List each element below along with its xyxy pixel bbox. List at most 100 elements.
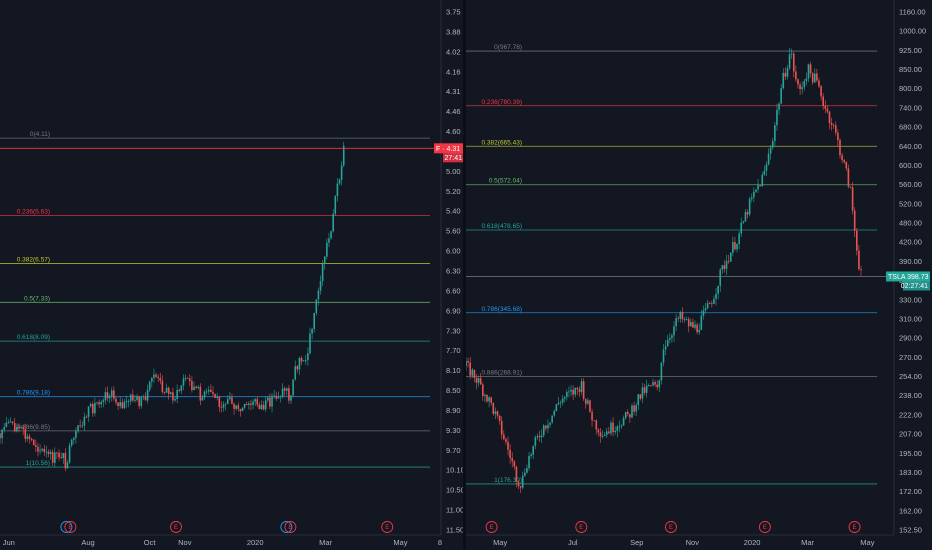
candle-body	[776, 109, 778, 126]
earnings-marker[interactable]	[381, 521, 394, 533]
candle-body	[163, 391, 166, 393]
candle-body	[692, 322, 694, 328]
candle-body	[66, 462, 69, 469]
candle-body	[32, 440, 35, 446]
dividend-marker[interactable]	[60, 521, 73, 533]
candle-body	[511, 458, 514, 462]
candle-body	[702, 310, 705, 316]
y-tick-label-right: 270.00	[899, 353, 922, 362]
candle-body	[60, 457, 62, 459]
candle-body	[576, 387, 579, 390]
candle-body	[193, 386, 195, 391]
candle-body	[151, 377, 153, 382]
candle-body	[673, 326, 675, 336]
earnings-marker-label: E	[68, 525, 72, 531]
candle-body	[115, 398, 117, 403]
candle-body	[54, 452, 56, 463]
candle-body	[671, 335, 673, 339]
candle-body	[660, 362, 663, 381]
dividend-marker[interactable]	[280, 521, 293, 533]
candle-body	[281, 388, 284, 397]
earnings-marker[interactable]	[284, 521, 297, 533]
y-tick-label-right: 238.00	[899, 391, 922, 400]
candle-body	[43, 448, 46, 453]
earnings-marker[interactable]	[665, 521, 677, 533]
candle-body	[159, 377, 162, 381]
candle-body	[858, 250, 860, 270]
y-tick-label-left: 11.50	[446, 526, 464, 535]
candle-body	[9, 421, 12, 423]
candle-body	[292, 379, 294, 396]
earnings-marker[interactable]	[575, 521, 588, 533]
candle-body	[610, 422, 612, 434]
candle-body	[566, 392, 568, 397]
candle-body	[5, 422, 8, 427]
candle-body	[755, 189, 757, 192]
candle-body	[696, 324, 698, 333]
candle-body	[155, 374, 157, 377]
x-tick-label-left: Mar	[319, 538, 332, 547]
x-tick-label-left: Aug	[81, 538, 94, 547]
candle-body	[77, 425, 79, 432]
y-tick-label-right: 290.00	[899, 334, 922, 343]
candle-body	[148, 381, 151, 390]
y-tick-label-right: 254.00	[899, 372, 922, 381]
candle-body	[235, 405, 237, 409]
earnings-marker-label: E	[669, 525, 673, 531]
candle-body	[767, 153, 770, 165]
y-tick-label-left: 3.88	[446, 27, 461, 36]
fib-level-label: 0.618(478.65)	[482, 223, 522, 230]
earnings-marker[interactable]	[848, 521, 861, 533]
y-tick-label-left: 8.90	[446, 406, 461, 415]
candle-body	[679, 312, 682, 319]
candle-body	[748, 198, 751, 215]
countdown-label: 02:27:41	[901, 283, 928, 290]
y-tick-label-right: 800.00	[899, 84, 922, 93]
x-tick-label-right: Nov	[686, 538, 700, 547]
candle-body	[340, 165, 343, 180]
candle-body	[243, 404, 246, 408]
candle-body	[123, 401, 126, 409]
candle-body	[26, 436, 29, 439]
candle-body	[774, 125, 776, 141]
candle-body	[786, 68, 789, 77]
earnings-marker[interactable]	[758, 521, 771, 533]
candle-body	[778, 103, 780, 110]
x-tick-label-right: 2020	[744, 538, 761, 547]
candle-body	[589, 400, 591, 412]
y-tick-label-left: 3.75	[446, 8, 461, 17]
earnings-marker[interactable]	[485, 521, 498, 533]
candle-body	[203, 391, 206, 398]
candle-body	[248, 403, 250, 405]
earnings-marker-label: E	[490, 525, 494, 531]
earnings-marker[interactable]	[170, 521, 182, 533]
earnings-marker[interactable]	[64, 521, 77, 533]
candle-body	[757, 185, 759, 190]
candle-body	[843, 160, 845, 162]
earnings-marker-label: E	[174, 525, 178, 531]
candle-body	[482, 384, 484, 397]
candle-body	[742, 221, 745, 223]
candle-body	[336, 183, 339, 197]
fib-level-label: 0.382(665.43)	[482, 139, 522, 146]
candle-body	[210, 389, 212, 393]
candle-body	[469, 362, 472, 376]
candle-body	[300, 357, 303, 362]
candle-body	[763, 170, 766, 175]
candle-body	[307, 353, 309, 361]
candle-body	[513, 461, 516, 467]
candle-body	[750, 197, 753, 199]
candle-body	[664, 346, 667, 350]
y-tick-label-right: 640.00	[899, 142, 922, 151]
candle-body	[759, 185, 761, 187]
candle-body	[698, 329, 701, 333]
y-tick-label-right: 172.00	[899, 487, 922, 496]
candle-body	[519, 486, 522, 488]
candle-body	[256, 399, 259, 405]
candle-body	[3, 426, 6, 430]
candle-body	[542, 425, 545, 436]
candle-body	[652, 382, 654, 386]
candle-body	[96, 402, 98, 404]
candle-body	[624, 411, 627, 419]
candle-body	[254, 399, 256, 402]
